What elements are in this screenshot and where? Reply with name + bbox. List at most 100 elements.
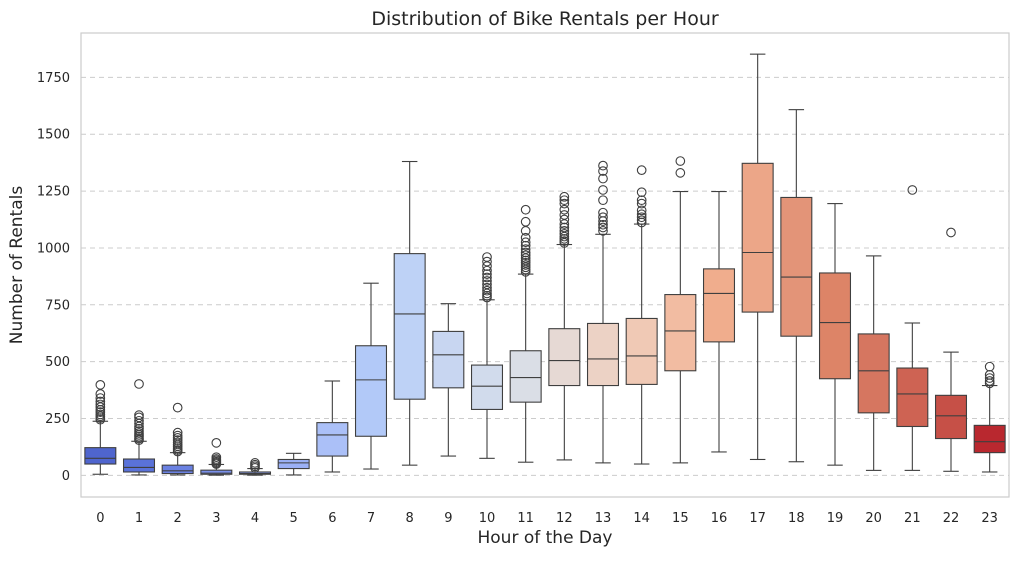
outlier-point: [636, 165, 647, 176]
x-tick-label: 10: [479, 511, 496, 526]
outlier-point: [482, 285, 492, 296]
outlier-point: [559, 195, 570, 206]
outlier-point: [520, 237, 531, 248]
outlier-point: [984, 361, 995, 372]
x-tick-label: 20: [865, 511, 882, 526]
box-group-hour-15: [664, 156, 697, 464]
iqr-box: [277, 458, 310, 470]
outlier-point: [675, 156, 686, 166]
outlier-point: [636, 205, 647, 216]
outlier-point: [559, 214, 570, 225]
outlier-point: [482, 290, 492, 301]
x-tick-label: 18: [788, 511, 805, 526]
outlier-point: [134, 423, 144, 434]
outlier-point: [907, 185, 918, 195]
outlier-point: [482, 252, 492, 262]
iqr-box: [470, 364, 504, 410]
iqr-box: [200, 469, 233, 475]
outlier-point: [520, 260, 531, 270]
x-tick-label: 22: [943, 511, 960, 526]
y-tick-label: 1500: [37, 128, 70, 143]
outlier-point: [172, 430, 183, 441]
box-group-hour-10: [470, 252, 504, 459]
gridlines: [81, 76, 1009, 476]
outlier-point: [636, 212, 647, 223]
x-tick-label: 6: [328, 511, 336, 526]
outlier-point: [482, 282, 492, 293]
iqr-box: [354, 345, 388, 437]
outlier-point: [598, 207, 608, 218]
y-tick-label: 250: [45, 412, 70, 427]
outlier-point: [211, 438, 222, 448]
iqr-box: [780, 196, 813, 337]
outlier-point: [520, 255, 531, 266]
y-tick-label: 1250: [37, 185, 70, 200]
x-tick-label: 14: [633, 511, 650, 526]
box-group-hour-6: [316, 380, 349, 473]
outlier-point: [559, 236, 570, 246]
box-group-hour-11: [509, 204, 542, 463]
box-group-hour-23: [973, 361, 1006, 473]
outlier-point: [520, 247, 531, 258]
x-tick-label: 19: [827, 511, 844, 526]
outlier-point: [675, 168, 686, 178]
x-tick-label: 12: [556, 511, 573, 526]
y-tick-label: 0: [62, 469, 70, 484]
outlier-point: [172, 437, 183, 448]
box-group-hour-5: [277, 452, 310, 476]
iqr-box: [664, 294, 697, 372]
x-tick-label: 16: [711, 511, 728, 526]
iqr-box: [432, 330, 465, 389]
x-tick-label: 0: [96, 511, 104, 526]
outlier-point: [598, 166, 608, 176]
iqr-box: [934, 394, 968, 440]
outlier-point: [520, 204, 531, 215]
box-group-hour-2: [161, 402, 194, 476]
y-tick-label: 750: [45, 298, 70, 313]
iqr-box: [161, 464, 194, 475]
outlier-point: [95, 409, 106, 420]
outlier-point: [95, 393, 106, 403]
iqr-box: [973, 424, 1006, 454]
iqr-box: [741, 162, 774, 313]
x-tick-label: 11: [517, 511, 534, 526]
outlier-point: [134, 410, 144, 420]
outlier-point: [95, 399, 106, 410]
outlier-point: [598, 219, 608, 230]
iqr-box: [509, 350, 542, 403]
x-tick-label: 9: [444, 511, 452, 526]
outlier-point: [250, 458, 260, 468]
x-tick-label: 21: [904, 511, 921, 526]
outlier-point: [636, 215, 647, 226]
x-tick-label: 7: [367, 511, 375, 526]
x-axis-label: Hour of the Day: [477, 528, 612, 548]
box-group-hour-19: [818, 203, 852, 466]
outlier-point: [598, 160, 608, 171]
outlier-point: [482, 269, 492, 279]
outlier-point: [559, 210, 570, 220]
outlier-point: [636, 187, 647, 198]
outlier-point: [134, 412, 144, 423]
box-group-hour-13: [586, 160, 620, 464]
box-group-hour-20: [857, 255, 890, 471]
outlier-point: [636, 195, 647, 206]
outlier-point: [134, 379, 144, 389]
iqr-box: [122, 458, 156, 473]
box-group-hour-18: [780, 109, 813, 463]
outlier-point: [211, 452, 222, 463]
x-tick-label: 4: [251, 511, 259, 526]
box-group-hour-14: [625, 165, 658, 465]
outlier-point: [598, 226, 608, 236]
box-group-hour-17: [741, 53, 774, 461]
outlier-point: [95, 380, 106, 390]
box-group-hour-1: [122, 379, 156, 476]
outlier-point: [636, 198, 647, 209]
y-tick-label: 500: [45, 355, 70, 370]
box-group-hour-0: [84, 380, 117, 475]
iqr-box: [625, 317, 658, 385]
outlier-point: [984, 376, 995, 386]
x-tick-label: 8: [406, 511, 414, 526]
outlier-point: [172, 433, 183, 443]
chart-title: Distribution of Bike Rentals per Hour: [371, 8, 719, 30]
